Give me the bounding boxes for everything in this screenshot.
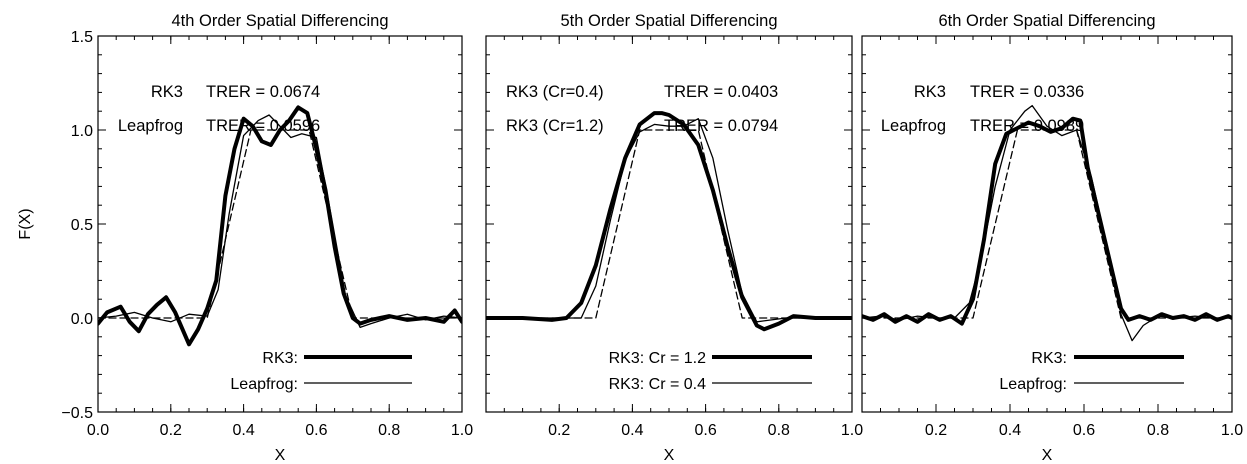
panels: 4th Order Spatial Differencing 0.0 0.2 0.4 0… bbox=[17, 12, 1243, 464]
x-tick-label: 0.0 bbox=[87, 422, 109, 439]
panel-3: 6th Order Spatial Differencing 0.2 0.4 0.6 0… bbox=[861, 12, 1243, 464]
series-group bbox=[486, 111, 852, 332]
x-tick-label: 0.4 bbox=[232, 422, 254, 439]
annotation-metric: TRER = 0.0989 bbox=[970, 117, 1084, 135]
x-tick-label: 0.6 bbox=[694, 422, 716, 439]
x-tick-label: 0.4 bbox=[999, 422, 1021, 439]
legend-label: Leapfrog: bbox=[230, 376, 298, 393]
legend-label: RK3: bbox=[262, 350, 298, 367]
x-tick-label: 0.8 bbox=[1147, 422, 1169, 439]
series-line-thick bbox=[486, 111, 852, 332]
chart-title: 6th Order Spatial Differencing bbox=[938, 12, 1155, 30]
y-tick-label: 1.0 bbox=[71, 123, 93, 140]
series-line-dashed bbox=[98, 129, 462, 319]
x-axis-label: X bbox=[275, 447, 286, 464]
panel-1: 4th Order Spatial Differencing 0.0 0.2 0.4 0… bbox=[17, 12, 473, 464]
annotation-metric: TRER = 0.0674 bbox=[206, 83, 320, 101]
series-line-dashed bbox=[862, 129, 1232, 319]
x-tick-label: 0.6 bbox=[305, 422, 327, 439]
annotation-metric: TRER = 0.0794 bbox=[664, 117, 778, 135]
y-tick-label: 0.0 bbox=[71, 311, 93, 328]
legend-label: RK3: Cr = 0.4 bbox=[609, 376, 706, 393]
annotation-metric: TRER = 0.0336 bbox=[970, 83, 1084, 101]
series-line-thick bbox=[98, 105, 462, 347]
x-tick-label: 0.4 bbox=[621, 422, 643, 439]
annotation-method: RK3 (Cr=1.2) bbox=[506, 117, 604, 135]
series-line-thin bbox=[862, 104, 1232, 342]
panel-2: 5th Order Spatial Differencing 0.2 0.4 0.6 0… bbox=[485, 12, 863, 464]
series-line-dashed bbox=[486, 129, 852, 319]
legend-label: RK3: Cr = 1.2 bbox=[609, 350, 706, 367]
annotation-metric: TRER = 0.0596 bbox=[206, 117, 320, 135]
x-tick-label: 1.0 bbox=[1221, 422, 1243, 439]
x-tick-label: 0.2 bbox=[925, 422, 947, 439]
chart-title: 5th Order Spatial Differencing bbox=[560, 12, 777, 30]
series-group bbox=[862, 104, 1232, 342]
legend-label: Leapfrog: bbox=[999, 376, 1067, 393]
annotation-method: Leapfrog bbox=[881, 117, 946, 135]
series-line-thin bbox=[98, 114, 462, 329]
annotation-metric: TRER = 0.0403 bbox=[664, 83, 778, 101]
x-tick-label: 0.2 bbox=[160, 422, 182, 439]
y-tick-label: 1.5 bbox=[71, 29, 93, 46]
x-tick-label: 0.2 bbox=[548, 422, 570, 439]
y-tick-label: −0.5 bbox=[61, 405, 93, 422]
x-tick-label: 1.0 bbox=[451, 422, 473, 439]
x-axis-label: X bbox=[1042, 447, 1053, 464]
x-tick-label: 1.0 bbox=[841, 422, 863, 439]
annotation-method: RK3 bbox=[151, 83, 183, 101]
annotation-method: RK3 (Cr=0.4) bbox=[506, 83, 604, 101]
x-tick-label: 0.8 bbox=[378, 422, 400, 439]
y-axis-label: F(X) bbox=[17, 208, 34, 239]
series-line-thin bbox=[486, 118, 852, 323]
series-group bbox=[98, 105, 462, 347]
x-tick-label: 0.6 bbox=[1073, 422, 1095, 439]
series-line-thick bbox=[862, 116, 1232, 326]
legend-label: RK3: bbox=[1031, 350, 1067, 367]
annotation-method: Leapfrog bbox=[118, 117, 183, 135]
chart-title: 4th Order Spatial Differencing bbox=[171, 12, 388, 30]
x-axis-label: X bbox=[664, 447, 675, 464]
y-tick-label: 0.5 bbox=[71, 217, 93, 234]
x-tick-label: 0.8 bbox=[768, 422, 790, 439]
annotation-method: RK3 bbox=[914, 83, 946, 101]
